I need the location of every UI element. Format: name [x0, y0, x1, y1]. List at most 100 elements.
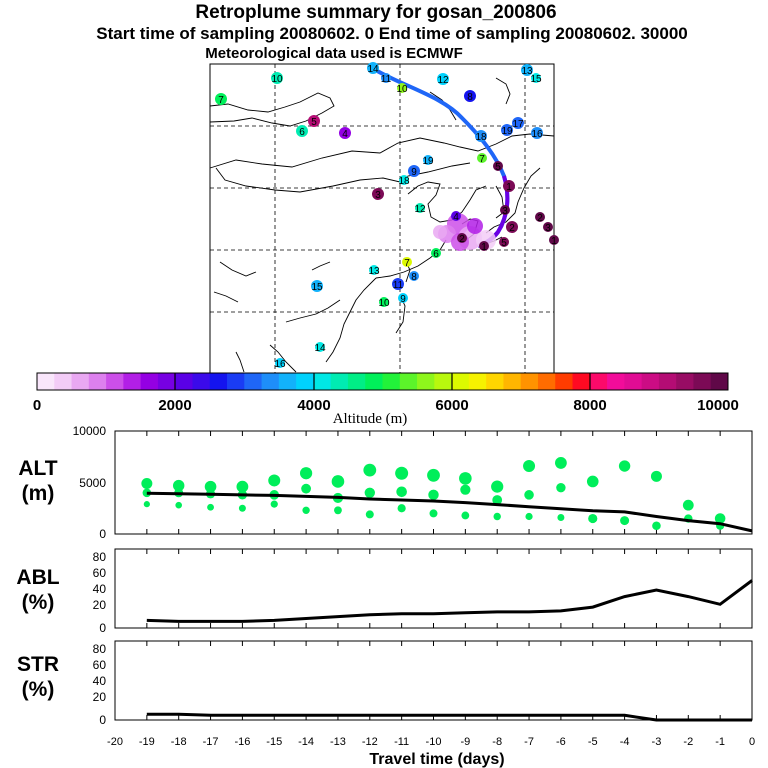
plume-cluster-label: 9	[411, 167, 417, 178]
abl-ytick: 60	[93, 566, 107, 580]
alt-cluster-point	[493, 512, 501, 521]
x-tick-label: -10	[426, 736, 442, 748]
plume-cluster-label: 2	[537, 213, 543, 224]
colorbar: 0 2000 4000 6000 8000 10000 Altitude (m)	[33, 372, 739, 427]
plume-cluster-dot	[215, 93, 227, 105]
alt-mean-line	[146, 491, 753, 533]
plume-cluster-label: 2	[509, 223, 515, 234]
plume-cluster-dot	[308, 115, 320, 127]
plume-cluster-label: 2	[459, 234, 465, 245]
colorbar-axis-label: Altitude (m)	[333, 411, 408, 427]
colorbar-cell	[88, 373, 107, 390]
alt-cluster-point	[620, 516, 630, 526]
plume-cluster-label: 3	[502, 206, 508, 217]
abl-panel-unit: (%)	[22, 591, 55, 614]
plume-cluster-dot	[409, 271, 419, 281]
colorbar-cell	[123, 373, 142, 390]
plume-cluster-label: 3	[375, 190, 381, 201]
plume-cluster-label: 4	[453, 212, 459, 223]
plume-cluster-dot	[431, 248, 441, 258]
plume-cluster-label: 13	[368, 266, 380, 277]
plume-cluster-dot	[512, 117, 524, 129]
alt-cluster-point	[524, 490, 534, 500]
colorbar-cell	[71, 373, 90, 390]
alt-cluster-point	[555, 457, 567, 469]
x-tick-label: -7	[524, 736, 534, 748]
colorbar-cell	[503, 373, 522, 390]
colorbar-cell	[486, 373, 504, 390]
x-tick-label: -12	[362, 736, 378, 748]
plume-clusters	[215, 62, 559, 368]
plume-cluster-dot	[379, 297, 389, 307]
plume-cluster-dot	[451, 211, 461, 221]
colorbar-cell	[330, 373, 349, 390]
colorbar-cell	[624, 373, 643, 390]
abl-ytick: 80	[93, 550, 107, 564]
plume-cluster-dot	[549, 235, 559, 245]
colorbar-cell	[365, 373, 383, 390]
colorbar-cell	[555, 373, 574, 390]
plume-cluster-label: 5	[495, 162, 501, 173]
alt-cluster-point	[173, 479, 185, 492]
plume-cluster-dot	[398, 293, 408, 303]
map-coastlines	[209, 77, 555, 373]
colorbar-cell	[434, 373, 453, 390]
plume-cluster-label: 6	[433, 249, 439, 260]
plume-cluster-label: 11	[393, 280, 404, 291]
chart-subtitle: Start time of sampling 20080602. 0 End t…	[96, 24, 688, 43]
plume-cluster-label: 16	[274, 359, 286, 370]
alt-ytick: 0	[99, 527, 106, 541]
x-tick-label: -19	[139, 736, 155, 748]
alt-ytick: 10000	[73, 424, 107, 438]
colorbar-cell	[140, 373, 159, 390]
plume-cluster-label: 3	[545, 223, 551, 234]
plume-cluster-label: 1	[551, 236, 557, 247]
alt-cluster-point	[682, 499, 694, 511]
x-tick-label: -6	[556, 736, 566, 748]
colorbar-cell	[37, 373, 55, 390]
plume-cluster-label: 10	[271, 74, 283, 85]
plume-cluster-label: 8	[411, 272, 417, 283]
plume-cluster-label: 7	[479, 154, 485, 165]
alt-cluster-point	[175, 501, 182, 509]
plume-cluster-dot	[367, 62, 379, 74]
alt-cluster-point	[302, 506, 310, 515]
plume-cluster-label: 10	[378, 298, 390, 309]
colorbar-cell	[227, 373, 245, 390]
plume-cluster-dot	[531, 73, 541, 83]
plume-cluster-label: 12	[437, 75, 449, 86]
x-tick-label: 0	[749, 736, 755, 748]
alt-cluster-point	[588, 513, 598, 524]
plume-cluster-dot	[499, 237, 509, 247]
plume-cluster-label: 13	[521, 66, 533, 77]
plume-cluster-dot	[339, 127, 351, 139]
map-graticule	[210, 64, 554, 376]
alt-cluster-point	[301, 483, 311, 494]
x-tick-label: -4	[620, 736, 630, 748]
colorbar-cell	[296, 373, 314, 390]
plume-cluster-label: 8	[467, 92, 473, 103]
colorbar-cell	[520, 373, 539, 390]
alt-cluster-point	[207, 503, 214, 511]
plume-cluster-dot	[296, 125, 308, 137]
colorbar-cell	[54, 373, 73, 390]
abl-panel-label: ABL	[16, 566, 59, 589]
str-panel-frame	[114, 640, 753, 721]
plume-cluster-dot	[399, 175, 409, 185]
x-tick-label: -3	[652, 736, 662, 748]
abl-line	[146, 579, 753, 623]
plume-cluster-dot	[535, 212, 545, 222]
plume-cluster-label: 17	[512, 119, 524, 130]
plume-cluster-label: 7	[404, 258, 410, 269]
colorbar-cell	[192, 373, 211, 390]
colorbar-cell	[347, 373, 366, 390]
alt-cluster-point	[429, 509, 438, 518]
colorbar-tick: 10000	[697, 397, 739, 414]
x-tick-label: -18	[171, 736, 187, 748]
alt-cluster-point	[334, 506, 342, 515]
alt-ytick: 5000	[79, 476, 106, 490]
alt-cluster-point	[268, 474, 281, 487]
x-tick-label: -5	[588, 736, 598, 748]
colorbar-cell	[641, 373, 660, 390]
